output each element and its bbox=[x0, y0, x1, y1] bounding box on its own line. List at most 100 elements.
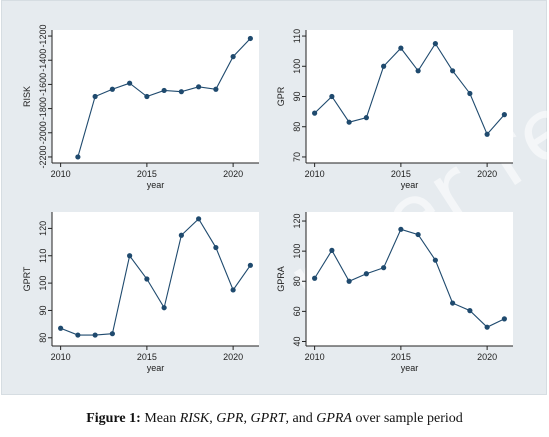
x-tick-label: 2020 bbox=[223, 352, 243, 362]
x-axis-title: year bbox=[401, 363, 419, 373]
series-line bbox=[60, 217, 251, 336]
data-point bbox=[381, 63, 387, 69]
plot-area bbox=[306, 212, 513, 346]
x-tick-label: 2015 bbox=[137, 169, 157, 179]
y-tick-label: -1400 bbox=[38, 49, 48, 72]
plot-area bbox=[52, 212, 259, 346]
data-point bbox=[484, 131, 490, 137]
data-point bbox=[363, 271, 369, 277]
data-point bbox=[213, 244, 219, 251]
data-point bbox=[92, 332, 98, 338]
data-point bbox=[450, 300, 456, 306]
x-tick-label: 2015 bbox=[391, 352, 411, 362]
data-point bbox=[501, 112, 507, 118]
x-tick-label: 2010 bbox=[305, 352, 325, 362]
y-tick-label: 60 bbox=[292, 306, 302, 316]
plot-area bbox=[306, 30, 513, 163]
x-axis-title: year bbox=[147, 363, 165, 373]
data-point bbox=[247, 35, 253, 42]
y-tick-label: 100 bbox=[292, 244, 302, 259]
data-point bbox=[432, 257, 438, 263]
data-point bbox=[398, 226, 404, 232]
data-point bbox=[450, 68, 456, 74]
data-point bbox=[75, 154, 81, 160]
caption-sep-3: , and bbox=[285, 411, 317, 426]
y-tick-label: 80 bbox=[292, 122, 302, 132]
figure-caption: Figure 1: Mean RISK, GPR, GPRT, and GPRA… bbox=[0, 411, 549, 427]
data-point bbox=[363, 115, 369, 121]
data-point bbox=[329, 93, 335, 100]
caption-var-gpra: GPRA bbox=[316, 411, 352, 426]
y-tick-label: 80 bbox=[38, 333, 48, 343]
y-tick-label: 120 bbox=[38, 221, 48, 236]
y-tick-label: 80 bbox=[292, 276, 302, 286]
data-point bbox=[467, 308, 473, 314]
data-point bbox=[247, 262, 253, 268]
data-point bbox=[127, 253, 133, 259]
data-point bbox=[346, 278, 352, 284]
y-tick-label: 100 bbox=[292, 59, 302, 74]
y-axis-title: RISK bbox=[22, 86, 32, 107]
y-tick-label: 90 bbox=[38, 305, 48, 315]
data-point bbox=[109, 86, 115, 92]
caption-label: Figure 1: bbox=[86, 411, 141, 426]
series-line bbox=[314, 228, 505, 328]
x-tick-label: 2015 bbox=[137, 352, 157, 362]
x-tick-label: 2015 bbox=[391, 169, 411, 179]
data-point bbox=[501, 316, 507, 322]
x-tick-label: 2010 bbox=[51, 169, 71, 179]
data-point bbox=[75, 332, 81, 338]
data-point bbox=[144, 276, 150, 282]
data-point bbox=[484, 324, 490, 330]
y-tick-label: 120 bbox=[292, 214, 302, 229]
chart-gpra: 2010 2015 2020 40 60 80 100 120 year GPRA bbox=[276, 212, 513, 373]
chart-gpr: 2010 2015 2020 70 80 90 100 110 year GPR bbox=[276, 29, 513, 190]
data-point bbox=[312, 110, 318, 116]
data-point bbox=[144, 93, 150, 100]
data-point bbox=[109, 331, 115, 337]
data-point bbox=[312, 275, 318, 281]
data-point bbox=[346, 119, 352, 125]
data-point bbox=[432, 41, 438, 47]
y-tick-label: -2000 bbox=[38, 121, 48, 144]
x-tick-label: 2020 bbox=[477, 169, 497, 179]
y-tick-label: 100 bbox=[38, 276, 48, 291]
data-point bbox=[398, 45, 404, 51]
data-point bbox=[58, 325, 64, 331]
data-point bbox=[178, 89, 184, 95]
data-point bbox=[230, 54, 236, 60]
data-point bbox=[329, 247, 335, 253]
caption-sep-1: , bbox=[209, 411, 217, 426]
caption-sep-2: , bbox=[243, 411, 251, 426]
x-tick-label: 2020 bbox=[223, 169, 243, 179]
y-tick-label: 110 bbox=[38, 249, 48, 263]
x-axis-title: year bbox=[401, 180, 419, 190]
x-tick-label: 2010 bbox=[51, 352, 71, 362]
caption-suffix: over sample period bbox=[351, 411, 463, 426]
series-line bbox=[314, 42, 505, 136]
plot-area bbox=[52, 30, 259, 163]
y-tick-label: -2200 bbox=[38, 145, 48, 168]
y-axis-title: GPR bbox=[276, 86, 286, 106]
data-point bbox=[161, 87, 167, 94]
data-point bbox=[213, 86, 219, 92]
y-tick-label: 90 bbox=[292, 91, 302, 101]
data-point bbox=[415, 231, 421, 238]
data-point bbox=[127, 80, 133, 86]
data-point bbox=[196, 216, 202, 222]
x-axis-title: year bbox=[147, 180, 165, 190]
y-tick-label: 40 bbox=[292, 336, 302, 346]
y-tick-label: 70 bbox=[292, 152, 302, 162]
y-tick-label: -1200 bbox=[38, 25, 48, 48]
caption-var-risk: RISK bbox=[179, 411, 210, 426]
chart-risk: 2010 2015 2020 -2200-2000-1800-1600-1400-12… bbox=[22, 25, 259, 190]
data-point bbox=[196, 84, 202, 90]
chart-gprt: 2010 2015 2020 80 90 100 110 120 year GPRT bbox=[22, 212, 259, 373]
y-tick-label: 110 bbox=[292, 29, 302, 43]
data-point bbox=[467, 90, 473, 97]
x-tick-label: 2020 bbox=[477, 352, 497, 362]
data-point bbox=[381, 265, 387, 271]
data-point bbox=[230, 287, 236, 293]
data-point bbox=[92, 93, 98, 100]
y-axis-title: GPRT bbox=[22, 266, 32, 291]
